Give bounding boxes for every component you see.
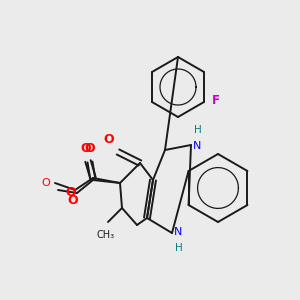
Text: O: O <box>65 185 76 199</box>
Text: O: O <box>103 133 114 146</box>
Text: O: O <box>41 178 50 188</box>
Text: CH₃: CH₃ <box>97 230 115 240</box>
Text: O: O <box>68 194 78 207</box>
Text: N: N <box>193 141 201 151</box>
Text: H: H <box>194 125 202 135</box>
Text: O: O <box>81 142 91 155</box>
Text: O: O <box>85 142 95 155</box>
Text: F: F <box>212 94 220 106</box>
Text: H: H <box>175 243 183 253</box>
Text: N: N <box>174 227 182 237</box>
